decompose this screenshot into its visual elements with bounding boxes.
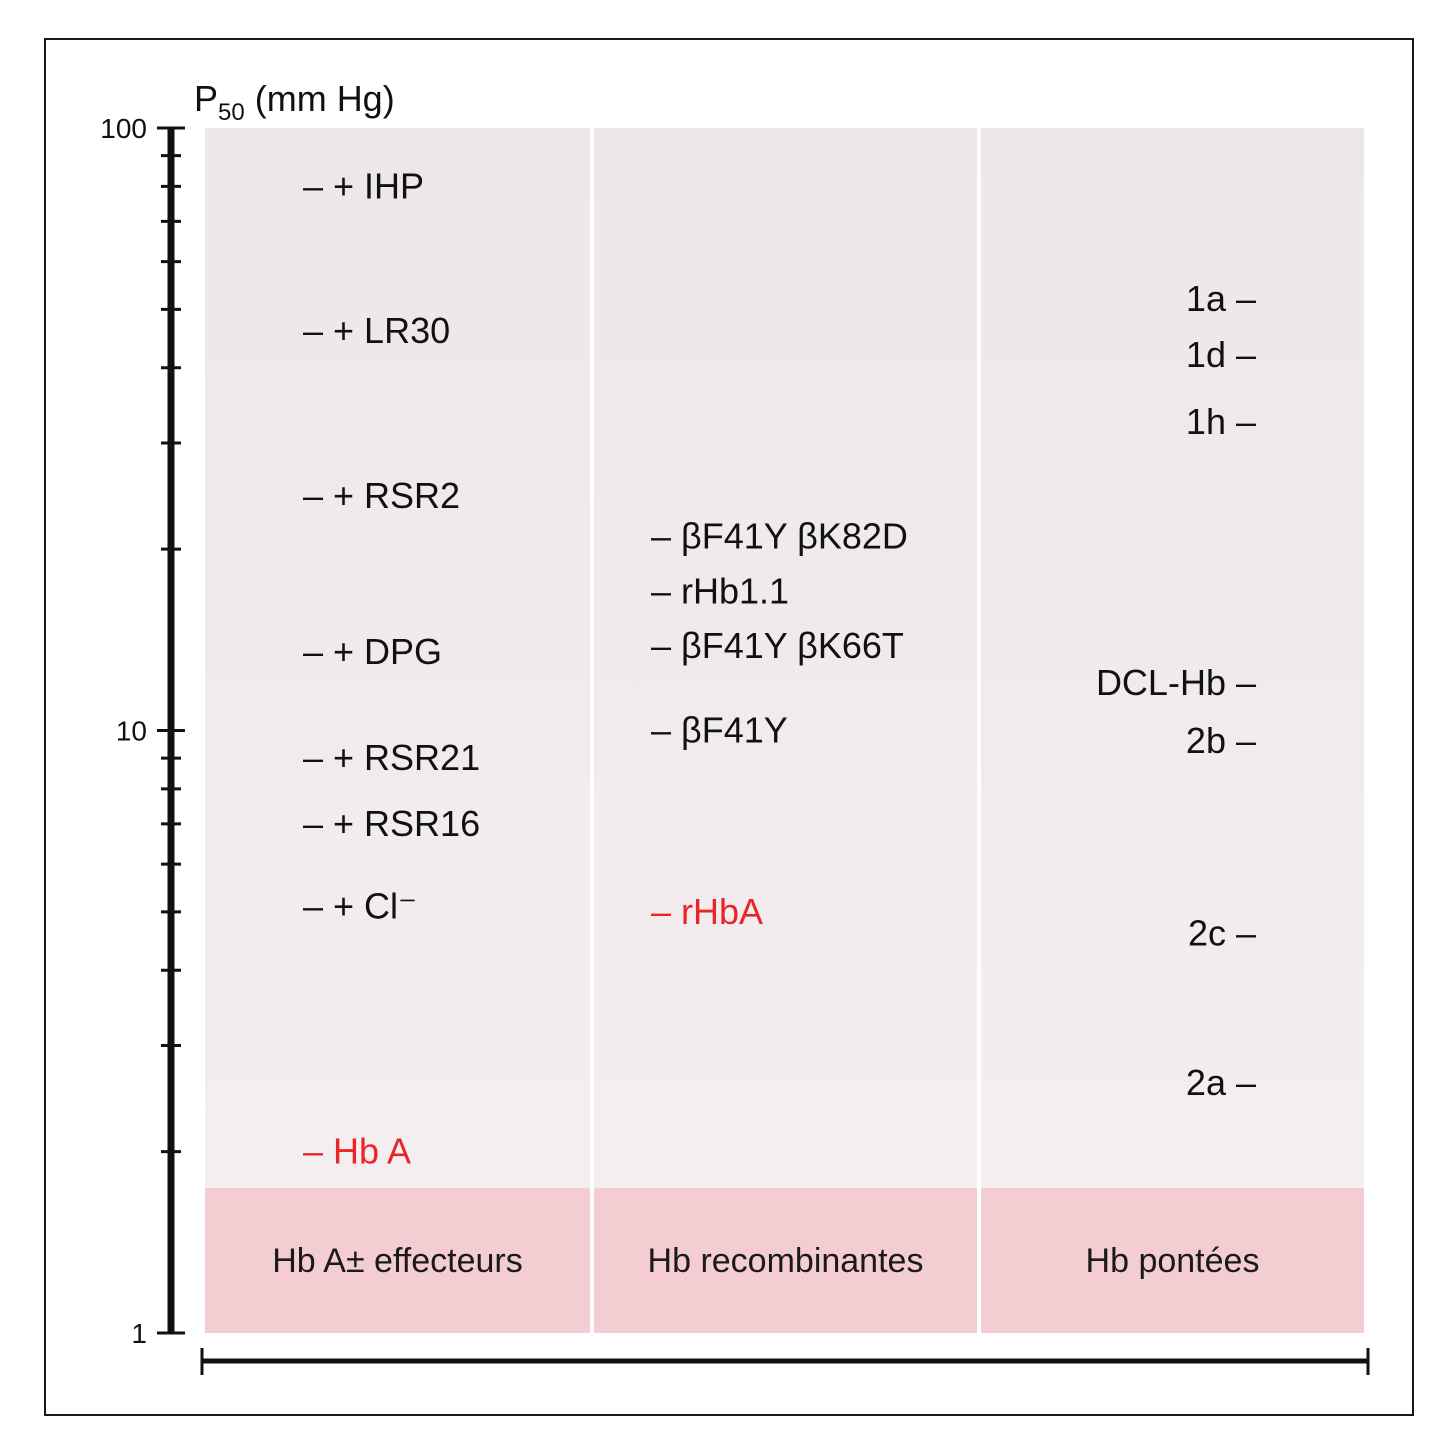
data-point-label: – + RSR2 [303, 475, 460, 516]
category-panel [981, 128, 1364, 1188]
data-point-label: – βF41Y βK82D [651, 515, 908, 556]
data-point-label: – + Cl⁻ [303, 886, 417, 927]
data-point-label: 2c – [1188, 913, 1256, 954]
data-point-label: – + IHP [303, 165, 424, 206]
data-point-label: 2a – [1186, 1062, 1256, 1103]
category-panel [594, 128, 977, 1188]
data-point-label: – rHbA [651, 891, 763, 932]
data-point-label: – + LR30 [303, 310, 450, 351]
data-point-label: 1d – [1186, 334, 1256, 375]
y-tick-label: 1 [131, 1318, 147, 1349]
category-band [205, 1188, 590, 1333]
category-band [981, 1188, 1364, 1333]
category-panel [205, 128, 590, 1188]
data-point-label: – rHb1.1 [651, 571, 789, 612]
data-point-label: 1h – [1186, 401, 1256, 442]
data-point-label: – βF41Y βK66T [651, 625, 904, 666]
y-tick-label: 100 [100, 113, 147, 144]
category-band [594, 1188, 977, 1333]
data-point-label: – + RSR16 [303, 803, 480, 844]
data-point-label: – βF41Y [651, 710, 788, 751]
data-point-label: – + RSR21 [303, 737, 480, 778]
figure-frame [44, 38, 1414, 1416]
data-point-label: – Hb A [303, 1131, 411, 1172]
data-point-label: DCL-Hb – [1096, 662, 1256, 703]
category-label: Hb A± effecteurs [272, 1242, 523, 1280]
data-point-label: – + DPG [303, 631, 442, 672]
data-point-label: 2b – [1186, 720, 1256, 761]
y-axis-label: P50 (mm Hg) [194, 78, 395, 126]
data-point-label: 1a – [1186, 278, 1256, 319]
category-label: Hb recombinantes [648, 1242, 924, 1280]
category-label: Hb pontées [1086, 1242, 1260, 1280]
y-tick-label: 10 [116, 716, 147, 747]
